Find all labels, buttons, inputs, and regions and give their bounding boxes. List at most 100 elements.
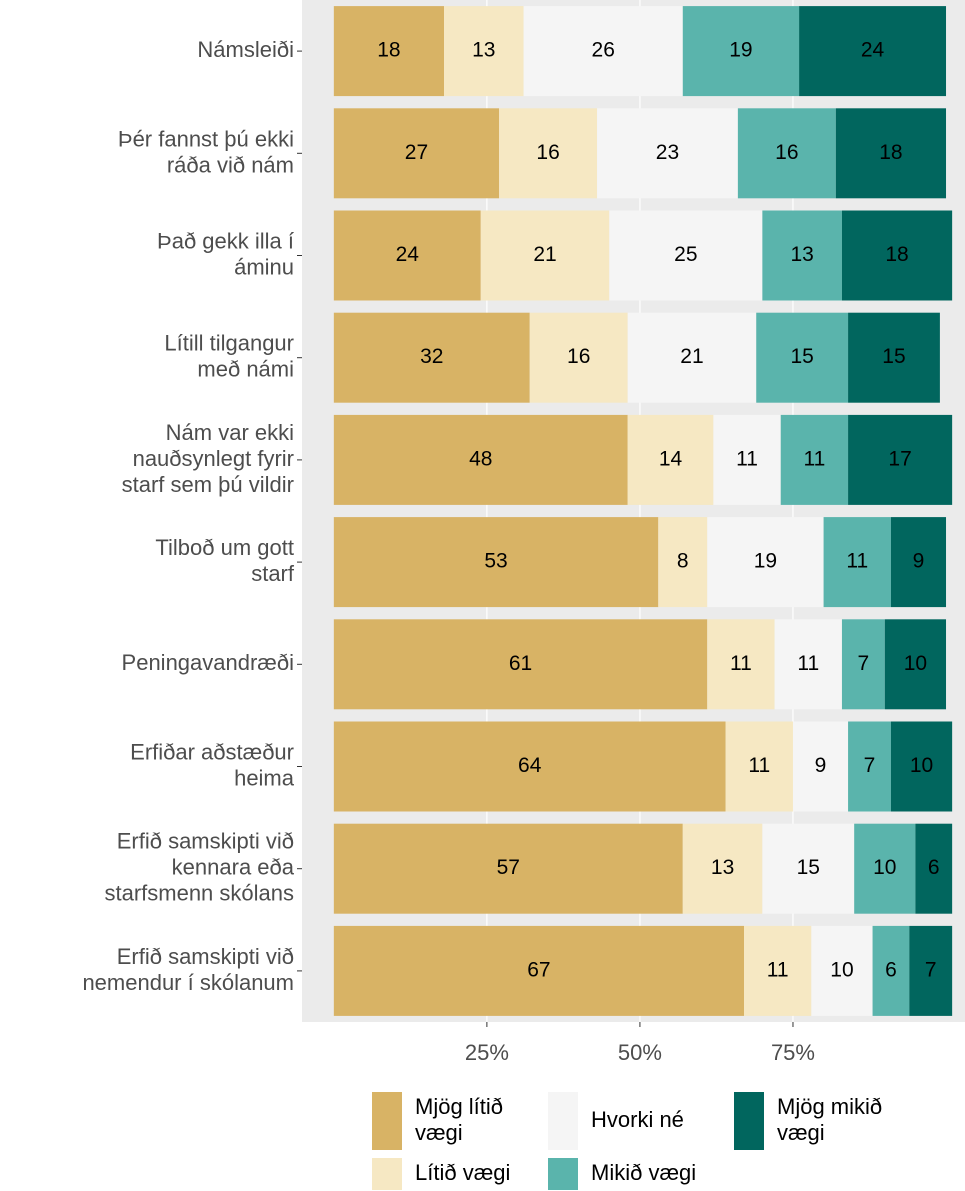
- data-label: 10: [873, 856, 896, 879]
- data-label: 14: [659, 447, 683, 470]
- bar-segment: [872, 925, 910, 1016]
- data-label: 18: [885, 243, 908, 266]
- data-label: 6: [885, 958, 897, 981]
- bar-segment: [682, 823, 763, 914]
- y-tick-label: Það gekk illa í áminu: [157, 228, 294, 279]
- legend-key: [548, 1092, 578, 1150]
- bar-segment: [682, 6, 800, 97]
- data-label: 13: [472, 39, 495, 62]
- data-label: 16: [775, 141, 798, 164]
- y-tick-label: Erfið samskipti við nemendur í skólanum: [82, 944, 294, 995]
- legend-label: Mikið vægi: [591, 1160, 696, 1185]
- data-label: 7: [858, 652, 870, 675]
- data-label: 19: [754, 550, 777, 573]
- legend-key: [548, 1158, 578, 1190]
- data-label: 26: [592, 39, 615, 62]
- bar-segment: [523, 6, 683, 97]
- data-label: 23: [656, 141, 679, 164]
- data-label: 8: [677, 550, 689, 573]
- bar-segment: [713, 414, 781, 505]
- data-label: 10: [910, 754, 933, 777]
- data-label: 18: [879, 141, 902, 164]
- bar-segment: [884, 619, 947, 710]
- x-tick-label: 50%: [618, 1040, 662, 1065]
- bar-segment: [529, 312, 628, 403]
- legend-key: [734, 1092, 764, 1150]
- data-label: 32: [420, 345, 443, 368]
- y-tick-label: Peningavandræði: [122, 650, 294, 675]
- data-label: 10: [830, 958, 853, 981]
- bar-segment: [627, 312, 757, 403]
- x-tick-label: 75%: [771, 1040, 815, 1065]
- bar-segment: [480, 210, 610, 301]
- y-tick-label: Nám var ekki nauðsynlegt fyrir starf sem þ…: [122, 420, 294, 497]
- bar-segment: [333, 108, 500, 199]
- legend-key: [372, 1158, 402, 1190]
- data-label: 11: [767, 958, 789, 981]
- bar-segment: [744, 925, 812, 1016]
- data-label: 11: [803, 447, 825, 470]
- bar-segment: [499, 108, 598, 199]
- data-label: 17: [888, 447, 911, 470]
- bar-segment: [707, 517, 824, 608]
- bar-segment: [333, 925, 744, 1016]
- data-label: 25: [674, 243, 697, 266]
- data-label: 57: [497, 856, 520, 879]
- data-label: 15: [882, 345, 905, 368]
- bar-segment: [609, 210, 763, 301]
- data-label: 21: [533, 243, 556, 266]
- data-label: 61: [509, 652, 532, 675]
- legend-key: [372, 1092, 402, 1150]
- y-tick-label: Tilboð um gott starf: [155, 535, 294, 586]
- bar-segment: [890, 517, 947, 608]
- bar-segment: [756, 312, 849, 403]
- bar-segment: [762, 210, 842, 301]
- bar-segment: [333, 6, 445, 97]
- data-label: 19: [729, 39, 752, 62]
- bar-segment: [658, 517, 708, 608]
- data-label: 10: [904, 652, 927, 675]
- bar-segment: [890, 721, 953, 812]
- y-tick-label: Erfið samskipti við kennara eða starfsmenn…: [104, 829, 294, 906]
- bar-segment: [799, 6, 947, 97]
- data-label: 67: [527, 958, 550, 981]
- data-label: 27: [405, 141, 428, 164]
- data-label: 11: [846, 550, 868, 573]
- data-label: 7: [925, 958, 937, 981]
- bar-segment: [333, 517, 659, 608]
- bar-segment: [333, 312, 530, 403]
- data-label: 18: [377, 39, 400, 62]
- bar-segment: [780, 414, 849, 505]
- legend-label: Hvorki né: [591, 1107, 684, 1132]
- legend-label: Lítið vægi: [415, 1160, 510, 1185]
- bar-segment: [841, 210, 953, 301]
- data-label: 16: [536, 141, 559, 164]
- y-tick-label: Erfiðar aðstæður heima: [130, 739, 295, 790]
- data-label: 6: [928, 856, 940, 879]
- bar-segment: [841, 619, 885, 710]
- legend-label: Mjög lítið vægi: [415, 1094, 503, 1145]
- data-label: 53: [484, 550, 507, 573]
- bar-segment: [811, 925, 873, 1016]
- bar-segment: [848, 414, 953, 505]
- data-label: 64: [518, 754, 542, 777]
- data-label: 11: [797, 652, 819, 675]
- bar-segment: [854, 823, 916, 914]
- data-label: 15: [797, 856, 820, 879]
- bar-segment: [915, 823, 953, 914]
- data-label: 24: [396, 243, 420, 266]
- data-label: 15: [790, 345, 813, 368]
- bar-segment: [444, 6, 524, 97]
- bar-segment: [792, 721, 849, 812]
- y-tick-label: Þér fannst þú ekki ráða við nám: [118, 126, 294, 177]
- data-label: 16: [567, 345, 590, 368]
- x-tick-label: 25%: [465, 1040, 509, 1065]
- bar-segment: [707, 619, 775, 710]
- data-label: 48: [469, 447, 492, 470]
- data-label: 11: [736, 447, 758, 470]
- data-label: 13: [790, 243, 813, 266]
- bar-segment: [725, 721, 793, 812]
- data-label: 13: [711, 856, 734, 879]
- bar-segment: [333, 823, 683, 914]
- data-label: 9: [815, 754, 827, 777]
